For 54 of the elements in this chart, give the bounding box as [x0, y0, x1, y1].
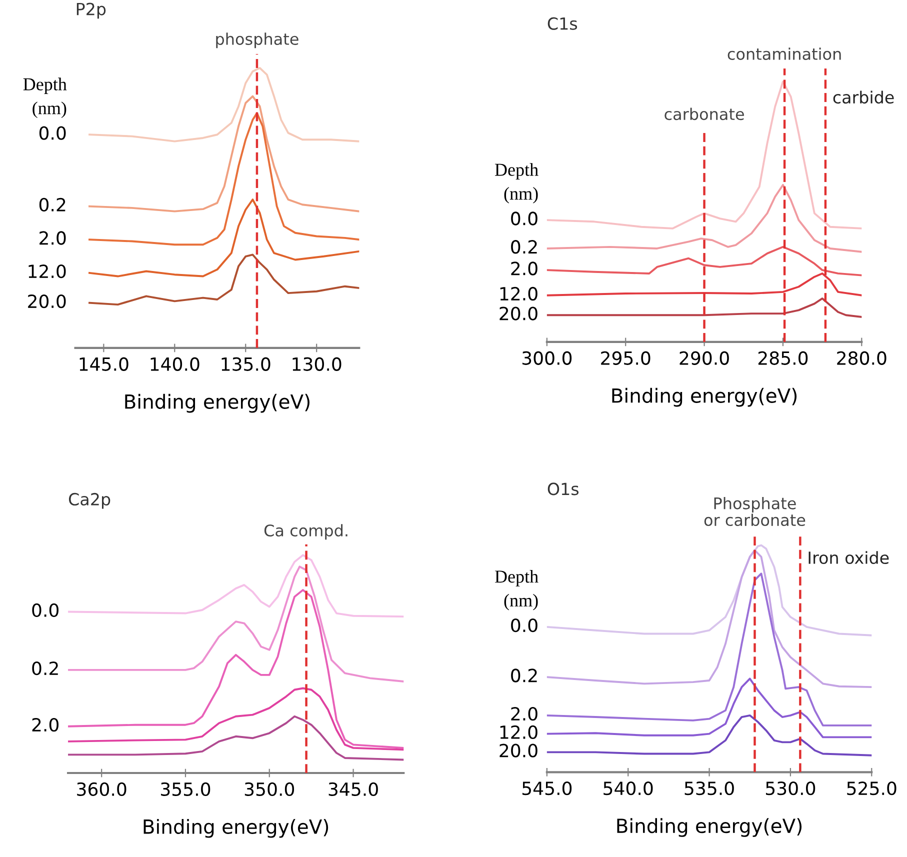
x-axis-title: Binding energy(eV) — [617, 818, 802, 837]
series-label: 20.0 — [500, 306, 538, 320]
series-label: 0.2 — [32, 662, 58, 676]
series-label: 2.0 — [511, 707, 538, 721]
x-tick-label: 290.0 — [680, 351, 729, 365]
series-label: 0.0 — [511, 212, 538, 226]
ref-line-label: Phosphate or carbonate — [704, 497, 806, 526]
ref-line-label: carbide — [833, 90, 894, 104]
x-axis-title: Binding energy(eV) — [612, 388, 797, 407]
x-tick-label: 280.0 — [837, 351, 886, 365]
series-label: 2.0 — [511, 262, 538, 276]
x-tick-label: 295.0 — [601, 351, 650, 365]
series-label: 2.0 — [32, 718, 58, 732]
x-tick-label: 145.0 — [80, 357, 128, 371]
x-tick-label: 135.0 — [222, 357, 270, 371]
x-tick-label: 530.0 — [766, 782, 816, 796]
series-label: 12.0 — [28, 264, 66, 278]
legend-title: Depth (nm) — [494, 570, 538, 610]
x-tick-label: 545.0 — [522, 782, 572, 796]
x-tick-label: 355.0 — [161, 782, 210, 796]
x-tick-label: 525.0 — [847, 782, 896, 796]
x-tick-label: 540.0 — [604, 782, 653, 796]
x-tick-label: 130.0 — [292, 357, 342, 371]
series-label: 12.0 — [500, 286, 538, 301]
x-tick-label: 350.0 — [244, 782, 294, 796]
chart-title: O1s — [548, 482, 579, 496]
series-label: 0.0 — [32, 603, 58, 617]
series-label: 0.0 — [39, 126, 66, 140]
chart-title: C1s — [548, 17, 578, 30]
x-tick-label: 535.0 — [684, 782, 734, 796]
series-label: 0.2 — [39, 198, 66, 212]
series-label: 12.0 — [500, 725, 538, 740]
x-axis-title: Binding energy(eV) — [144, 818, 328, 838]
ref-line-label: Iron oxide — [808, 551, 889, 564]
series-label: 2.0 — [40, 231, 66, 245]
ref-line-label: carbonate — [664, 108, 744, 120]
series-label: 0.2 — [511, 668, 537, 682]
legend-title: Depth (nm) — [494, 163, 538, 204]
chart-title: Ca2p — [68, 492, 110, 509]
series-label: 0.0 — [511, 618, 538, 632]
ref-line-label: Ca compd. — [264, 524, 348, 540]
x-tick-label: 285.0 — [758, 351, 808, 365]
ref-line-label: phosphate — [216, 32, 298, 48]
legend-title: Depth (nm) — [23, 78, 67, 118]
ref-line-label: contamination — [728, 48, 841, 60]
series-label: 0.2 — [511, 240, 537, 254]
series-label: 20.0 — [500, 744, 538, 758]
series-label: 20.0 — [28, 294, 66, 308]
x-tick-label: 300.0 — [522, 351, 572, 365]
x-tick-label: 140.0 — [150, 357, 200, 371]
chart-title: P2p — [76, 2, 106, 19]
x-tick-label: 360.0 — [77, 782, 126, 796]
x-axis-title: Binding energy(eV) — [125, 394, 310, 413]
x-tick-label: 345.0 — [328, 782, 378, 796]
